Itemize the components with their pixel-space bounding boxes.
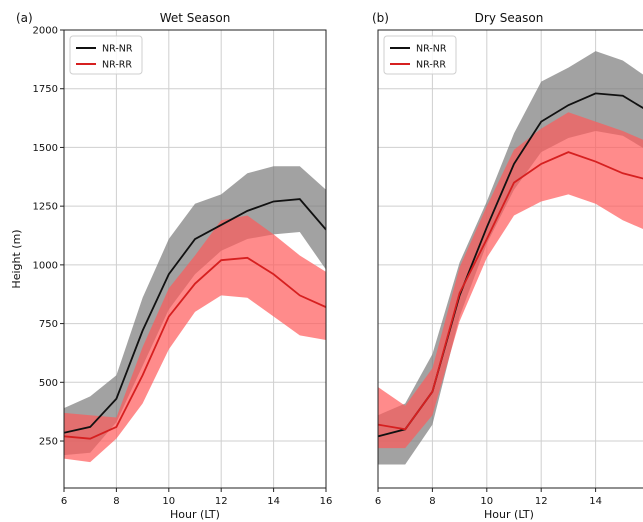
x-tick-label: 8 [429, 496, 435, 507]
y-tick-label: 1250 [33, 202, 58, 213]
x-tick-label: 12 [535, 496, 548, 507]
y-tick-label: 1500 [33, 143, 58, 154]
x-tick-label: 14 [589, 496, 602, 507]
y-tick-label: 250 [39, 437, 58, 448]
band-nr-rr [378, 112, 643, 449]
line-nr-rr [378, 151, 643, 431]
legend-label-nr-nr: NR-NR [416, 44, 447, 55]
x-tick-label: 6 [61, 496, 67, 507]
x-axis-title: Hour (LT) [484, 508, 534, 521]
line-nr-rr [64, 256, 326, 440]
y-tick-label: 1000 [33, 260, 58, 271]
panel-dry-season: 6810121416Hour (LT)Dry Season(b)NR-NRNR-… [372, 11, 643, 521]
line-nr-nr [64, 198, 326, 434]
x-tick-label: 16 [320, 496, 333, 507]
x-tick-label: 6 [375, 496, 381, 507]
x-tick-label: 10 [480, 496, 493, 507]
panel-title: Dry Season [475, 11, 544, 25]
plot-area [64, 166, 326, 463]
plot-frame [377, 29, 643, 489]
y-axis-title: Height (m) [10, 229, 23, 288]
panel-wet-season: 6 8 10 12 14 16 250 500 750 1000 1250 1500 1750 2000 H… [10, 11, 332, 521]
y-tick-label: 1750 [33, 84, 58, 95]
y-tick-label: 750 [39, 319, 58, 330]
plot-area [378, 51, 643, 465]
x-tick-label: 10 [162, 496, 175, 507]
y-tick-label: 500 [39, 378, 58, 389]
panel-tag: (a) [16, 11, 33, 25]
panel-tag: (b) [372, 11, 389, 25]
y-tick-label: 2000 [33, 26, 58, 37]
panel-title: Wet Season [160, 11, 231, 25]
x-axis-title: Hour (LT) [170, 508, 220, 521]
x-tick-label: 12 [215, 496, 228, 507]
x-tick-label: 14 [267, 496, 280, 507]
legend-label-nr-nr: NR-NR [102, 44, 133, 55]
x-tick-label: 8 [113, 496, 119, 507]
legend-label-nr-rr: NR-RR [102, 60, 132, 71]
legend-label-nr-rr: NR-RR [416, 60, 446, 71]
legend: NR-NR NR-RR [383, 35, 457, 75]
plot-frame [63, 29, 327, 489]
legend: NR-NR NR-RR [69, 35, 143, 75]
